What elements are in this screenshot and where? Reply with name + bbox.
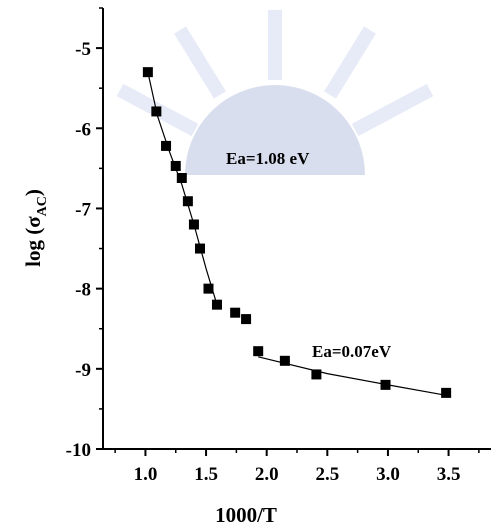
point [188,219,199,230]
y-tick-label: -5 [75,39,91,60]
y-label-part: ) [21,189,45,196]
point [151,106,162,117]
y-tick-label: -6 [75,119,91,140]
x-tick-label: 2.5 [315,464,339,485]
point [211,299,222,310]
point [203,283,214,294]
x-tick-label: 1.0 [134,464,158,485]
point [161,140,172,151]
y-tick-label: -9 [75,360,91,381]
x-tick-label: 3.5 [437,464,461,485]
point [170,160,181,171]
point [195,243,205,254]
x-tick-label: 3.0 [376,464,400,485]
point [311,369,322,380]
y-tick-label: -8 [75,280,91,301]
annotation: Ea=1.08 eV [226,149,310,168]
y-axis-label: log (σAC) [21,189,50,267]
x-tick-label: 1.5 [194,464,218,485]
x-tick-label: 2.0 [255,464,279,485]
point [241,314,252,325]
y-label-sub: AC [35,196,50,216]
point [230,307,241,318]
y-tick-label: -10 [66,440,91,461]
point [441,387,452,398]
point [380,379,391,390]
point [142,67,153,78]
annotation: Ea=0.07eV [312,342,392,361]
point [253,346,264,357]
watermark [116,10,434,175]
point [176,172,187,183]
point [279,355,290,366]
y-label-part: log (σ [21,216,45,267]
fit-line [258,356,447,396]
x-axis-label: 1000/T [215,503,277,527]
point [182,196,193,207]
y-tick-label: -7 [75,199,91,220]
